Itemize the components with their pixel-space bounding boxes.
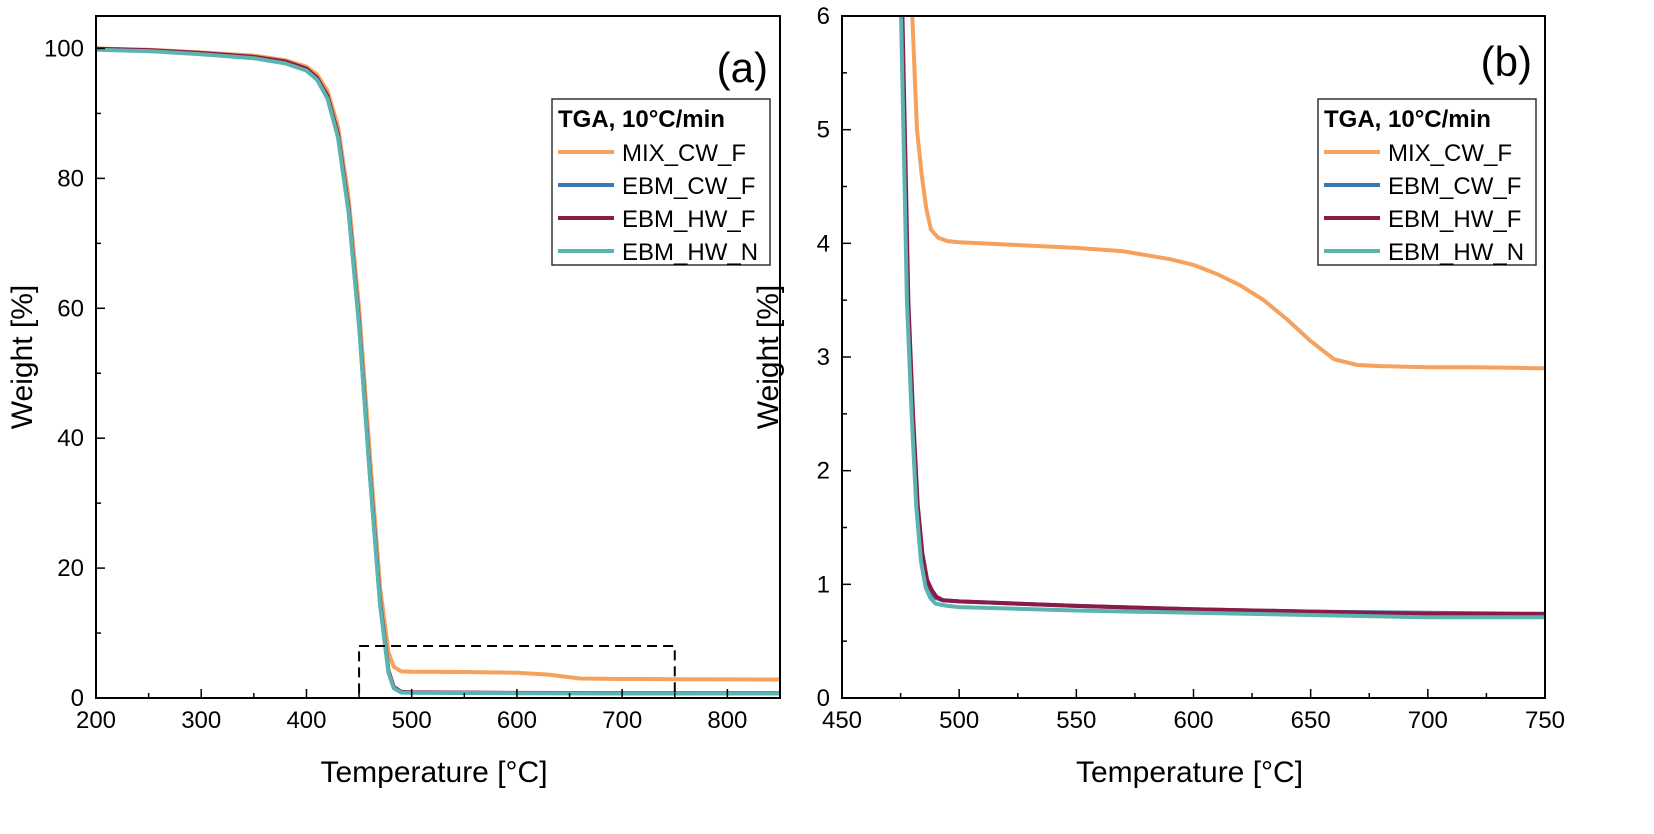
series-line-ebm-hw-n	[899, 16, 1545, 620]
legend-label: EBM_HW_F	[622, 206, 755, 233]
y-axis-title: Weight [%]	[752, 285, 785, 430]
x-tick-label: 550	[1056, 707, 1096, 734]
y-tick-label: 100	[44, 35, 84, 62]
legend-label: EBM_HW_F	[1388, 206, 1521, 233]
plot-frame	[95, 15, 781, 699]
legend-title: TGA, 10°C/min	[1324, 106, 1491, 133]
x-tick-label: 500	[392, 707, 432, 734]
y-tick-label: 60	[57, 295, 84, 322]
y-tick-label: 3	[817, 344, 830, 371]
y-tick-label: 20	[57, 555, 84, 582]
legend-box	[1317, 98, 1537, 266]
panel-b-chart: 450 500 550 600 650 700 750 0 1 2 3 4 5 6 Temperature …	[752, 3, 1565, 789]
legend-label: EBM_HW_N	[1388, 239, 1524, 266]
x-axis-title: Temperature [°C]	[1076, 756, 1303, 789]
legend-label: MIX_CW_F	[1388, 140, 1512, 167]
x-tick-label: 750	[1525, 707, 1565, 734]
y-tick-label: 2	[817, 458, 830, 485]
panel-label: (b)	[1481, 38, 1532, 85]
zoom-region-box	[358, 645, 676, 699]
legend-label: EBM_CW_F	[1388, 173, 1521, 200]
series-line-ebm-hw-f	[900, 16, 1545, 616]
x-tick-label: 700	[602, 707, 642, 734]
y-tick-label: 0	[817, 685, 830, 712]
x-tick-label: 400	[286, 707, 326, 734]
legend-label: EBM_CW_F	[622, 173, 755, 200]
series-line-mix-cw-f	[910, 16, 1545, 371]
series-line-ebm-hw-n	[96, 47, 780, 696]
x-tick-label: 450	[822, 707, 862, 734]
legend-label: EBM_HW_N	[622, 239, 758, 266]
y-tick-label: 40	[57, 425, 84, 452]
legend-title: TGA, 10°C/min	[558, 106, 725, 133]
x-tick-label: 650	[1291, 707, 1331, 734]
x-axis-title: Temperature [°C]	[320, 756, 547, 789]
y-tick-label: 0	[71, 685, 84, 712]
y-tick-label: 80	[57, 165, 84, 192]
panel-label: (a)	[717, 44, 768, 91]
x-tick-label: 200	[76, 707, 116, 734]
y-tick-label: 6	[817, 3, 830, 30]
x-tick-label: 300	[181, 707, 221, 734]
panel-a-chart: 200 300 400 500 600 700 800 0 20 40 60 80 100 Tempera…	[6, 15, 781, 789]
x-tick-label: 800	[707, 707, 747, 734]
y-tick-label: 4	[817, 230, 830, 257]
x-tick-label: 500	[939, 707, 979, 734]
y-tick-label: 1	[817, 571, 830, 598]
legend-label: MIX_CW_F	[622, 140, 746, 167]
x-tick-label: 600	[497, 707, 537, 734]
y-axis-title: Weight [%]	[6, 285, 39, 430]
legend-box	[551, 98, 771, 266]
x-tick-label: 700	[1408, 707, 1448, 734]
x-tick-label: 600	[1173, 707, 1213, 734]
series-line-ebm-cw-f	[899, 16, 1545, 616]
y-tick-label: 5	[817, 117, 830, 144]
